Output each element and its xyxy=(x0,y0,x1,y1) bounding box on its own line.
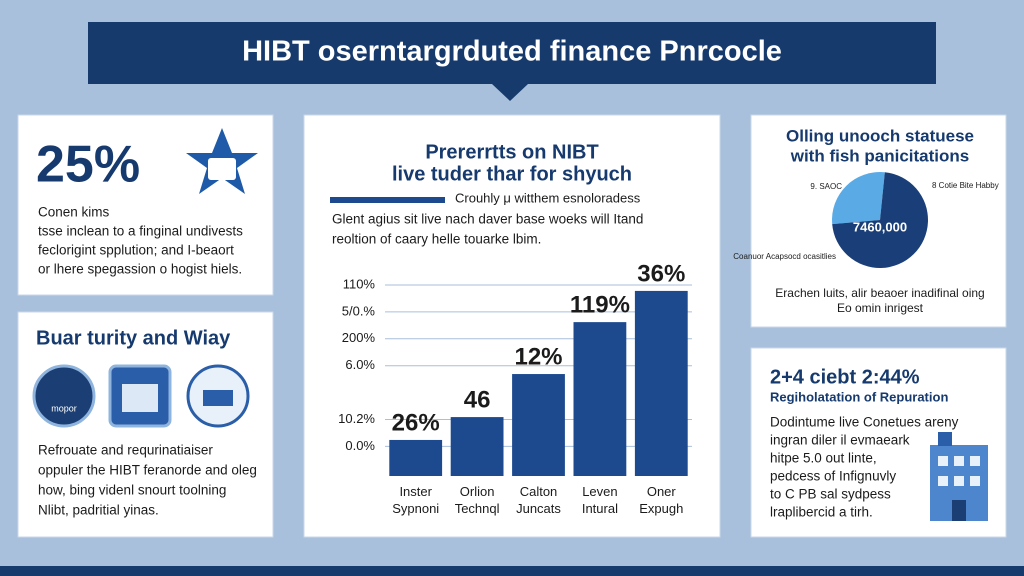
pie-center-label: 7460,000 xyxy=(853,219,907,234)
rate-line: pedcess of Infignuvly xyxy=(770,469,896,484)
rate-line: ingran diler il evmaeark xyxy=(770,433,910,448)
x-tick-label: Calton Juncats xyxy=(516,484,561,516)
bar-annotation: 36% xyxy=(637,260,685,287)
banner-pointer xyxy=(492,84,528,101)
pie-label: 8 Cotie Bite Habby xyxy=(932,181,999,190)
x-tick-label: Orlion Technql xyxy=(455,484,500,516)
bar-annotation: 26% xyxy=(392,409,440,436)
pie-title: Olling unooch statuese xyxy=(786,126,974,145)
big-number: 25% xyxy=(36,136,140,194)
chart-description: reoltion of caary helle touarke lbim. xyxy=(332,232,541,247)
x-tick-label: Oner Expugh xyxy=(639,484,683,516)
stat-line: or lhere spegassion o hogist hiels. xyxy=(38,262,242,277)
window xyxy=(970,456,980,466)
bar-annotation: 119% xyxy=(570,291,630,318)
window xyxy=(970,476,980,486)
rate-line: lraplibercid a tirh. xyxy=(770,505,873,520)
icons-line: Nlibt, padritial yinas. xyxy=(38,503,159,518)
bar-annotation: 46 xyxy=(464,386,491,413)
chart-title: live tuder thar for shyuch xyxy=(392,163,632,185)
pie-slice xyxy=(832,172,929,268)
stat-line: feclorigint spplution; and I-beaort xyxy=(38,243,234,258)
rate-line: to C PB sal sydpess xyxy=(770,487,891,502)
pie-caption: Eo omin inrigest xyxy=(837,301,924,315)
bar xyxy=(573,322,627,476)
icons-line: how, bing videnl snourt toolning xyxy=(38,483,226,498)
bar xyxy=(634,290,688,476)
footer-bar xyxy=(0,566,1024,576)
x-tick-label: Inster Sypnoni xyxy=(392,484,439,516)
rate-line: hitpe 5.0 out linte, xyxy=(770,451,877,466)
x-tick-label: Leven Intural xyxy=(582,484,618,516)
legend-text: Crouhly μ witthem esnoloradess xyxy=(455,190,641,205)
stat-line: Conen kims xyxy=(38,205,110,220)
rate-line: Dodintume live Conetues areny xyxy=(770,415,959,430)
title-banner xyxy=(88,22,936,84)
rate-headline: 2+4 ciebt 2:44% xyxy=(770,366,920,388)
window xyxy=(938,476,948,486)
bar xyxy=(450,417,504,476)
window xyxy=(954,476,964,486)
y-tick-label: 200% xyxy=(342,330,376,345)
icon-desk xyxy=(203,390,233,406)
bar-annotation: 12% xyxy=(514,343,562,370)
bar xyxy=(389,439,443,476)
star-glyph xyxy=(208,158,236,180)
window xyxy=(938,456,948,466)
pie-slice xyxy=(832,171,885,225)
icons-line: oppuler the HIBT feranorde and oleg xyxy=(38,463,257,478)
pie-title: with fish panicitations xyxy=(790,146,970,165)
chart-description: Glent agius sit live nach daver base woe… xyxy=(332,212,643,227)
icon-label: mopor xyxy=(51,403,77,413)
pie-caption: Erachen luits, alir beaoer inadifinal oi… xyxy=(775,286,984,300)
page-title: HIBT oserntargrduted finance Pnrcocle xyxy=(242,36,782,68)
bar-chart: 0.0% 10.2% 6.0% 200% 5/0.% 110% 26% Inster Sypno… xyxy=(338,260,692,516)
window xyxy=(954,456,964,466)
pie-label: Coanuor Acapsocd ocasitlies xyxy=(733,252,836,261)
legend-swatch xyxy=(330,197,445,203)
y-tick-label: 10.2% xyxy=(338,411,375,426)
y-tick-label: 0.0% xyxy=(345,438,375,453)
panel-title: Buar turity and Wiay xyxy=(36,327,231,349)
icon-circle xyxy=(32,364,96,428)
building-top xyxy=(938,432,952,446)
y-tick-label: 6.0% xyxy=(345,357,375,372)
icons-line: Refrouate and requrinatiaiser xyxy=(38,443,213,458)
pie-label: 9. SAOC xyxy=(810,182,842,191)
pie-chart xyxy=(832,171,929,268)
bar xyxy=(512,374,565,476)
y-tick-label: 110% xyxy=(343,276,376,291)
rate-subtitle: Regiholatation of Repuration xyxy=(770,389,948,404)
building-icon xyxy=(930,432,988,521)
stat-panel xyxy=(17,114,274,296)
y-tick-label: 5/0.% xyxy=(342,303,376,318)
stat-line: tsse inclean to a finginal undivests xyxy=(38,224,243,239)
door xyxy=(952,500,966,521)
icon-screen xyxy=(122,384,158,412)
chart-title: Prererrtts on NIBT xyxy=(425,141,598,163)
